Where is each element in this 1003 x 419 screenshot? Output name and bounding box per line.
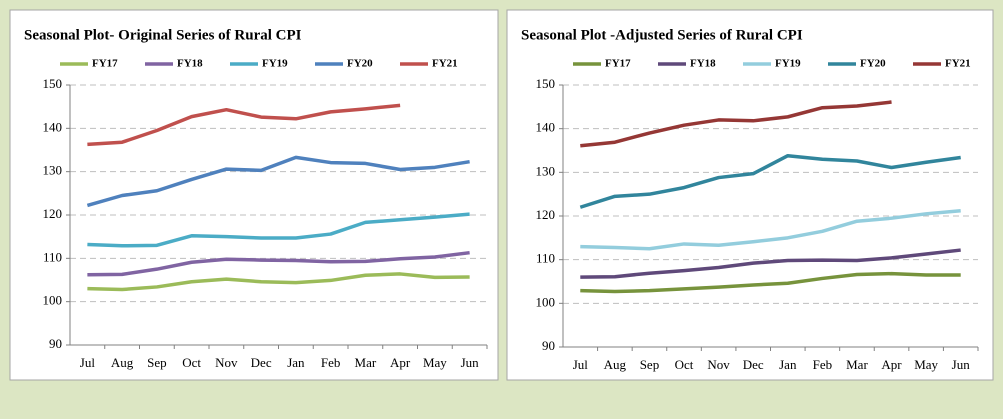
- y-tick-label: 100: [43, 293, 63, 308]
- series-line: [87, 212, 470, 248]
- y-tick-label: 130: [43, 163, 63, 178]
- x-tick-label: Nov: [215, 355, 238, 370]
- x-tick-label: Nov: [707, 357, 730, 372]
- y-tick-label: 150: [536, 76, 556, 91]
- x-tick-label: Apr: [390, 355, 411, 370]
- series-line: [87, 250, 470, 277]
- y-tick-label: 100: [536, 294, 556, 309]
- x-tick-label: Feb: [321, 355, 341, 370]
- x-tick-label: Sep: [640, 357, 660, 372]
- x-tick-label: Jun: [461, 355, 480, 370]
- y-tick-label: 90: [542, 338, 555, 353]
- series-line: [580, 100, 892, 148]
- legend-label: FY17: [92, 58, 118, 70]
- legend-label: FY20: [860, 58, 886, 70]
- series-line: [579, 153, 961, 209]
- series-line: [580, 271, 961, 294]
- x-tick-label: Sep: [147, 355, 167, 370]
- y-tick-label: 110: [43, 249, 62, 264]
- x-tick-label: Jan: [287, 355, 305, 370]
- x-tick-label: Oct: [675, 357, 694, 372]
- panel: [506, 9, 994, 381]
- legend-label: FY20: [347, 58, 373, 70]
- x-tick-label: Jan: [779, 357, 797, 372]
- x-tick-label: Feb: [813, 357, 833, 372]
- legend-label: FY17: [605, 58, 631, 70]
- legend-label: FY21: [945, 58, 971, 70]
- legend-label: FY19: [775, 58, 801, 70]
- x-tick-label: Mar: [355, 355, 377, 370]
- legend-label: FY18: [690, 58, 716, 70]
- x-tick-label: Mar: [846, 357, 868, 372]
- x-tick-label: Oct: [182, 355, 201, 370]
- x-tick-label: Dec: [743, 357, 764, 372]
- series-line: [86, 155, 470, 208]
- x-tick-label: May: [423, 355, 447, 370]
- series-line: [87, 103, 401, 147]
- legend-label: FY19: [262, 58, 288, 70]
- legend-label: FY18: [177, 58, 203, 70]
- y-tick-label: 140: [536, 120, 556, 135]
- x-tick-label: May: [914, 357, 938, 372]
- chart-title: Seasonal Plot -Adjusted Series of Rural …: [521, 27, 803, 43]
- x-tick-label: Aug: [111, 355, 134, 370]
- chart-title: Seasonal Plot- Original Series of Rural …: [24, 27, 302, 43]
- x-tick-label: Jul: [573, 357, 589, 372]
- x-tick-label: Jul: [80, 355, 96, 370]
- x-tick-label: Aug: [604, 357, 627, 372]
- y-tick-label: 120: [43, 206, 63, 221]
- legend-label: FY21: [432, 58, 458, 70]
- series-line: [580, 248, 961, 279]
- x-tick-label: Apr: [881, 357, 902, 372]
- y-tick-label: 150: [43, 76, 63, 91]
- series-line: [87, 272, 470, 292]
- y-tick-label: 90: [49, 336, 62, 351]
- series-line: [580, 209, 961, 251]
- x-tick-label: Jun: [952, 357, 971, 372]
- y-tick-label: 130: [536, 163, 556, 178]
- panel: [9, 9, 499, 381]
- x-tick-label: Dec: [251, 355, 272, 370]
- y-tick-label: 110: [536, 251, 555, 266]
- y-tick-label: 120: [536, 207, 556, 222]
- y-tick-label: 140: [43, 119, 63, 134]
